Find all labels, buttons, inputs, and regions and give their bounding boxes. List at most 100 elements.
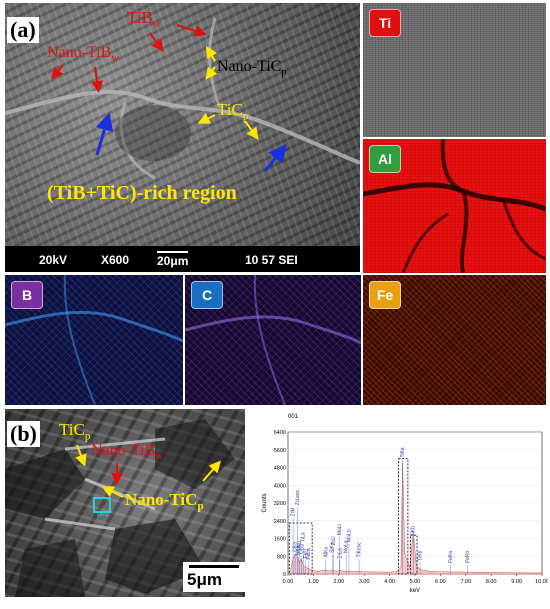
arrow-ticp-1 xyxy=(197,112,216,124)
peak-label-9: AlKa xyxy=(323,547,329,558)
x-tick-1: 1.00 xyxy=(308,579,319,585)
nano-ticp-label: Nano-TiCp xyxy=(217,58,287,79)
x-tick-0: 0.00 xyxy=(283,579,294,585)
element-badge-al: Al xyxy=(369,145,401,173)
nano-tibw-label: Nano-TiBw xyxy=(47,44,119,65)
ticp-label: TiCp xyxy=(217,100,249,123)
y-tick-1: 800 xyxy=(277,554,286,560)
scale-bar-b-text: 5μm xyxy=(187,570,222,589)
info-scale: 20μm xyxy=(157,251,189,268)
b-nano-tibw-label: Nano-TiBw xyxy=(91,442,163,463)
peak-label-5: OKa xyxy=(299,544,305,554)
y-axis-label: Counts xyxy=(262,493,268,512)
peak-label-14: MoLa xyxy=(344,540,350,553)
peak-label-17: TiKa xyxy=(400,447,406,457)
peak-label-10: SiKa xyxy=(330,542,336,553)
arrow-nano-ticp-2 xyxy=(205,66,218,80)
x-tick-7: 7.00 xyxy=(460,579,471,585)
y-tick-3: 2400 xyxy=(274,519,286,525)
element-badge-ti: Ti xyxy=(369,9,401,37)
element-badge-b: B xyxy=(11,281,43,309)
element-badge-fe: Fe xyxy=(369,281,401,309)
peak-label-3: NKa xyxy=(295,545,301,555)
panel-a-label: (a) xyxy=(7,17,39,43)
y-tick-6: 4800 xyxy=(274,466,286,472)
eds-map-ti: Ti xyxy=(363,3,546,137)
x-tick-2: 2.00 xyxy=(333,579,344,585)
peak-label-13: MoLl xyxy=(337,524,343,535)
arrow-blue-2 xyxy=(263,143,287,172)
b-arrow-ticp xyxy=(75,444,87,467)
peak-label-0: ZrM xyxy=(291,507,297,516)
arrow-ticp-2 xyxy=(244,120,259,140)
peak-label-12: ZrLa xyxy=(337,548,343,559)
arrow-tibw-1 xyxy=(176,24,207,37)
panel-b-label: (b) xyxy=(7,421,40,447)
arrow-layer-a xyxy=(51,24,287,172)
arrow-nano-ticp-1 xyxy=(205,45,218,62)
x-tick-4: 4.00 xyxy=(384,579,395,585)
spectrum-title: 001 xyxy=(288,414,299,420)
sem-b-features xyxy=(5,419,235,597)
peak-label-6: TiLa xyxy=(301,532,307,542)
peak-label-20: FeKa xyxy=(448,551,454,563)
b-arrow-nano-ticp-2 xyxy=(202,460,221,482)
x-tick-8: 8.00 xyxy=(486,579,497,585)
sem-image-a: (a) TiBw Nano-TiBw Nano-TiCp TiCp (TiB+T… xyxy=(5,3,360,246)
al-depletion-network xyxy=(363,139,546,273)
rich-region-label: (TiB+TiC)-rich region xyxy=(47,182,237,204)
x-axis-label: keV xyxy=(410,588,420,594)
eds-map-b: B xyxy=(5,275,183,405)
scale-bar-b-line xyxy=(189,565,239,568)
eds-spectrum: 001 0 800 1600 2400 3200 4000 4800 5600 6400 0.00 1… xyxy=(258,408,549,604)
b-arrow-nano-ticp-1 xyxy=(101,486,124,498)
sem-grain-boundaries xyxy=(5,17,360,180)
tibw-label: TiBw xyxy=(127,8,161,31)
peak-label-7: FeLl xyxy=(303,549,309,559)
scale-bar-b: 5μm xyxy=(183,562,245,592)
x-tick-5: 5.00 xyxy=(410,579,421,585)
tikb-box xyxy=(410,534,418,575)
peak-label-11: ZrLl xyxy=(331,537,337,546)
arrow-tibw-2 xyxy=(149,32,164,52)
element-badge-c: C xyxy=(191,281,223,309)
b-ticp-label: TiCp xyxy=(59,420,91,443)
x-tick-10: 10.00 xyxy=(535,579,548,585)
info-mag: X600 xyxy=(101,253,130,267)
arrow-nano-tibw-2 xyxy=(91,66,104,93)
eds-spot-label: 001 xyxy=(97,511,109,518)
y-tick-8: 6400 xyxy=(274,430,286,436)
peak-label-1: ZrLesc xyxy=(295,489,301,505)
tika-box xyxy=(398,458,409,575)
sem-info-bar: 20kV X600 20μm 10 57 SEI xyxy=(5,246,360,272)
peak-label-2: CKa xyxy=(293,542,299,552)
y-tick-2: 1600 xyxy=(274,537,286,543)
info-kv: 20kV xyxy=(39,253,68,267)
y-tick-5: 4000 xyxy=(274,483,286,489)
spectrum-line xyxy=(287,463,543,575)
low-energy-box xyxy=(288,522,313,575)
peak-label-15: MoLb xyxy=(346,529,352,542)
y-tick-7: 5600 xyxy=(274,448,286,454)
eds-map-al: Al xyxy=(363,139,546,273)
peak-label-21: FeKb xyxy=(465,551,471,563)
x-tick-3: 3.00 xyxy=(359,579,370,585)
peak-label-8: FeLa xyxy=(306,548,312,560)
b-nano-ticp-label: Nano-TiCp xyxy=(125,490,204,513)
y-tick-0: 0 xyxy=(283,572,286,578)
peak-label-19: TiKb xyxy=(418,550,424,560)
peak-label-4: TiLl xyxy=(297,541,303,549)
eds-map-fe: Fe xyxy=(363,275,546,405)
arrow-layer-b xyxy=(75,444,221,498)
x-tick-6: 6.00 xyxy=(435,579,446,585)
b-enrichment-network xyxy=(5,275,183,405)
eds-map-c: C xyxy=(185,275,361,405)
peak-label-18: TiKb xyxy=(411,526,417,536)
info-meta: 10 57 SEI xyxy=(245,253,298,267)
peak-label-16: TiKesc xyxy=(357,542,363,558)
eds-spot-box xyxy=(93,497,111,513)
arrow-blue-1 xyxy=(95,112,114,156)
c-enrichment-network xyxy=(185,275,361,405)
arrow-nano-tibw-1 xyxy=(51,64,64,80)
y-tick-4: 3200 xyxy=(274,501,286,507)
